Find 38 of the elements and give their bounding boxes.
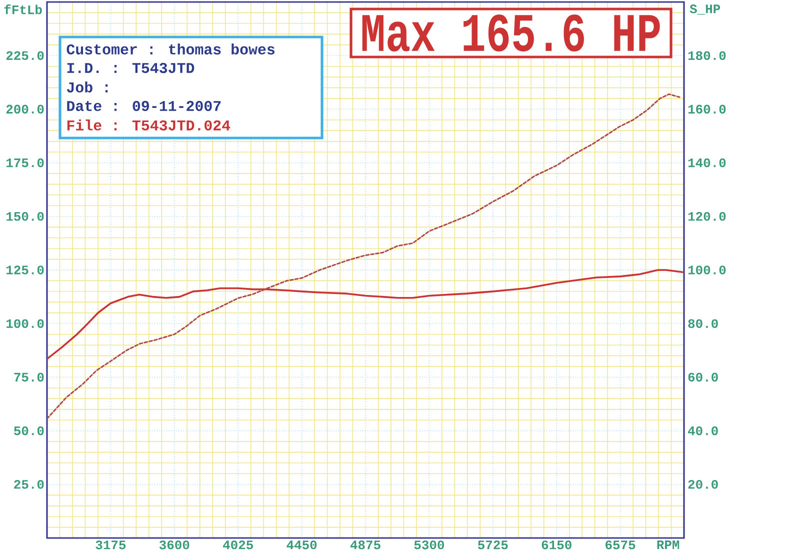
annotation: File : T543JTD.024 [67, 119, 230, 130]
x-tick-label: 5725 [478, 540, 508, 550]
y2-tick-label: 20.0 [688, 480, 718, 489]
y-tick-label: 25.0 [14, 480, 44, 489]
annotation: Customer : thomas bowes [66, 44, 274, 54]
x-tick-label: 5300 [414, 540, 444, 550]
x-tick-label: 4025 [223, 540, 253, 550]
annotation: Max 165.6 HP [362, 14, 660, 52]
y2-tick-label: 160.0 [688, 104, 726, 114]
y-tick-label: 225.0 [6, 51, 44, 60]
annotation: I.D. : T543JTD [67, 62, 194, 74]
y-axis-title: fFtLb [4, 4, 42, 14]
annotation: Job : [66, 82, 108, 92]
x-tick-label: 3175 [96, 540, 126, 550]
y-tick-label: 125.0 [6, 266, 44, 274]
x-tick-label: 4450 [286, 540, 317, 550]
x-tick-label: 6575 [606, 540, 636, 550]
y2-tick-label: 180.0 [688, 51, 726, 60]
x-axis-title: RPM [657, 540, 680, 550]
y2-tick-label: 60.0 [688, 372, 718, 382]
x-tick-label: 6150 [542, 540, 572, 550]
line-series [47, 269, 684, 360]
y-tick-label: 75.0 [14, 372, 44, 382]
y2-tick-label: 140.0 [688, 158, 726, 168]
y2-tick-label: 100.0 [688, 266, 726, 274]
y2-axis-title: S_HP [690, 4, 720, 15]
y2-tick-label: 40.0 [688, 426, 718, 436]
y-tick-label: 200.0 [6, 104, 44, 114]
y-tick-label: 100.0 [6, 319, 44, 328]
y-tick-label: 150.0 [6, 212, 44, 221]
y-tick-label: 175.0 [6, 158, 44, 168]
x-tick-label: 3600 [159, 540, 190, 550]
y-tick-label: 50.0 [14, 426, 44, 436]
annotation: Date : 09-11-2007 [67, 100, 221, 112]
x-tick-label: 4875 [350, 540, 380, 550]
line-series [47, 93, 680, 420]
y2-tick-label: 80.0 [688, 319, 718, 328]
y2-tick-label: 120.0 [688, 212, 726, 221]
